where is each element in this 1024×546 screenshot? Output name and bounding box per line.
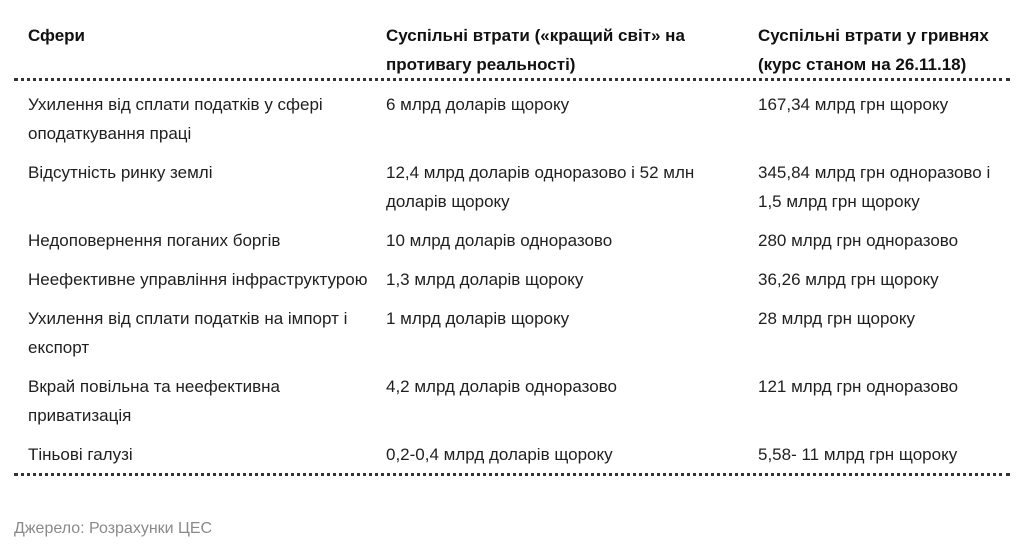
table-body: Ухилення від сплати податків у сфері опо…	[14, 81, 1010, 469]
cell-sphere: Неефективне управління інфраструктурою	[28, 270, 368, 289]
cell-loss-uah: 345,84 млрд грн одноразово і 1,5 млрд гр…	[758, 163, 991, 211]
cell-loss-uah: 167,34 млрд грн щороку	[758, 95, 949, 114]
cell-sphere: Недоповернення поганих боргів	[28, 231, 281, 250]
footer-divider	[14, 473, 1010, 476]
cell-sphere: Тіньові галузі	[28, 445, 133, 464]
source-note: Джерело: Розрахунки ЦЕС	[14, 520, 213, 537]
table-row: Ухилення від сплати податків у сфері опо…	[14, 90, 1010, 148]
cell-loss-usd: 4,2 млрд доларів одноразово	[386, 377, 617, 396]
table-row: Відсутність ринку землі 12,4 млрд доларі…	[14, 158, 1010, 216]
cell-loss-usd: 1 млрд доларів щороку	[386, 309, 570, 328]
table-header: Сфери Суспільні втрати («кращий світ» на…	[14, 0, 1010, 78]
cell-loss-uah: 280 млрд грн одноразово	[758, 231, 959, 250]
table-row: Вкрай повільна та неефективна приватизац…	[14, 372, 1010, 430]
cell-loss-uah: 121 млрд грн одноразово	[758, 377, 959, 396]
table-row: Ухилення від сплати податків на імпорт і…	[14, 304, 1010, 362]
cell-loss-usd: 1,3 млрд доларів щороку	[386, 270, 584, 289]
cell-sphere: Відсутність ринку землі	[28, 163, 213, 182]
header-social-losses: Суспільні втрати («кращий світ» на проти…	[386, 26, 685, 74]
cell-sphere: Ухилення від сплати податків на імпорт і…	[28, 309, 348, 357]
table-row: Неефективне управління інфраструктурою 1…	[14, 265, 1010, 294]
cell-sphere: Ухилення від сплати податків у сфері опо…	[28, 95, 323, 143]
cell-loss-usd: 0,2-0,4 млрд доларів щороку	[386, 445, 613, 464]
cell-loss-usd: 6 млрд доларів щороку	[386, 95, 570, 114]
header-divider	[14, 78, 1010, 81]
table-row: Недоповернення поганих боргів 10 млрд до…	[14, 226, 1010, 255]
cell-loss-uah: 36,26 млрд грн щороку	[758, 270, 939, 289]
header-losses-uah: Суспільні втрати у гривнях (курс станом …	[758, 26, 989, 74]
cell-sphere: Вкрай повільна та неефективна приватизац…	[28, 377, 281, 425]
cell-loss-uah: 28 млрд грн щороку	[758, 309, 916, 328]
cell-loss-usd: 12,4 млрд доларів одноразово і 52 млн до…	[386, 163, 695, 211]
cell-loss-usd: 10 млрд доларів одноразово	[386, 231, 613, 250]
losses-table: Сфери Суспільні втрати («кращий світ» на…	[14, 0, 1010, 476]
cell-loss-uah: 5,58- 11 млрд грн щороку	[758, 445, 958, 464]
table-row: Тіньові галузі 0,2-0,4 млрд доларів щоро…	[14, 440, 1010, 469]
header-spheres: Сфери	[28, 26, 85, 45]
